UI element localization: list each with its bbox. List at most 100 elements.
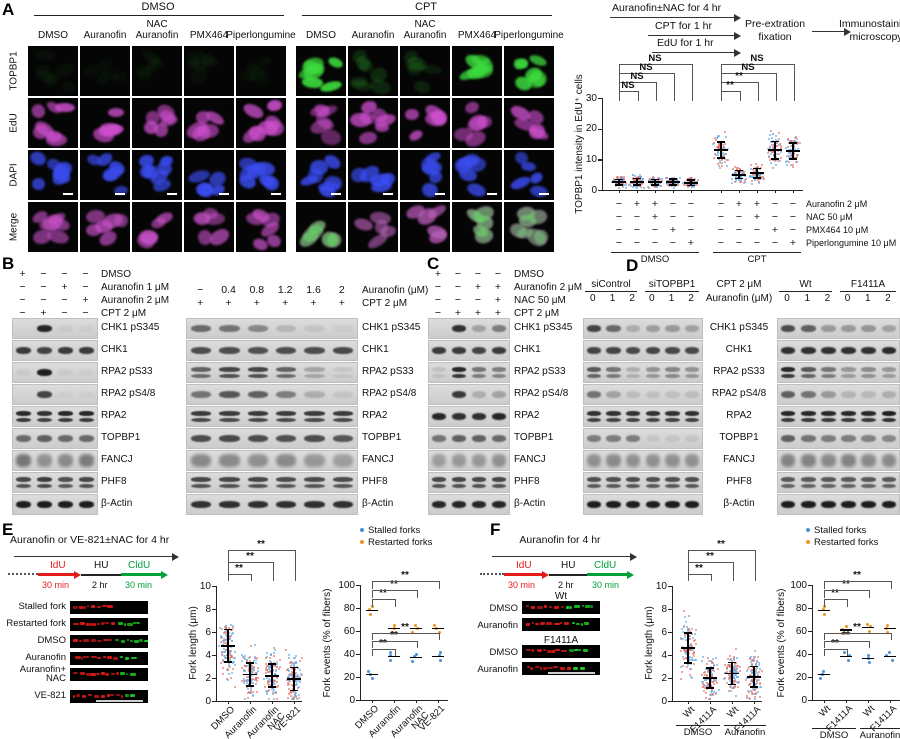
scatter-dot bbox=[703, 673, 706, 676]
blot-band bbox=[685, 347, 700, 354]
blot-protein-label: PHF8 bbox=[726, 476, 752, 487]
scatter-dot bbox=[691, 637, 694, 640]
blot-strip bbox=[186, 472, 358, 493]
blot-group-underline bbox=[585, 291, 637, 293]
error-cap-top bbox=[687, 179, 695, 181]
blot-protein-label: CHK1 bbox=[725, 344, 753, 355]
fiber-dash bbox=[110, 693, 115, 697]
scatter-dot bbox=[740, 178, 743, 181]
blot-protein-label: β-Actin bbox=[514, 498, 546, 509]
scatter-dot bbox=[723, 672, 726, 675]
blot-band bbox=[645, 501, 660, 508]
scatter-dot bbox=[758, 686, 761, 689]
micrograph-cell bbox=[132, 46, 182, 96]
blot-band bbox=[800, 367, 816, 372]
micrograph-cell bbox=[348, 98, 398, 148]
micrograph-cell bbox=[348, 202, 398, 252]
error-cap-top bbox=[706, 667, 714, 670]
scatter-dot bbox=[621, 185, 624, 188]
col-label: Auranofin bbox=[83, 30, 127, 41]
scatter-dot bbox=[297, 693, 300, 696]
fiber-image bbox=[522, 662, 600, 675]
blot-strip bbox=[777, 494, 900, 515]
nucleus bbox=[527, 52, 548, 68]
scatter-dot bbox=[272, 646, 275, 649]
y-tick-label: 80 bbox=[795, 602, 807, 614]
scatter-dot bbox=[268, 670, 271, 673]
sign-cell: − bbox=[789, 198, 797, 210]
scatter-dot bbox=[713, 691, 716, 694]
workflow-arrowhead4 bbox=[844, 28, 851, 36]
workflow-arrowhead2 bbox=[734, 32, 741, 40]
blot-strip bbox=[777, 340, 900, 361]
scatter-dot bbox=[734, 677, 737, 680]
blot-band bbox=[332, 501, 354, 508]
scatter-dot bbox=[708, 698, 711, 700]
blot-band bbox=[800, 391, 816, 398]
sign-cell: − bbox=[633, 224, 641, 236]
scatter-dot bbox=[246, 680, 249, 683]
scatter-dot bbox=[256, 670, 259, 673]
scatter-dot bbox=[772, 158, 775, 161]
nucleus bbox=[34, 48, 56, 62]
scatter-dot bbox=[769, 158, 772, 161]
scatter-dot bbox=[265, 667, 268, 670]
scatter-dot bbox=[735, 668, 738, 671]
scatter-dot bbox=[733, 180, 736, 183]
blot-band bbox=[247, 454, 269, 467]
blot-band bbox=[36, 501, 53, 508]
scatter-dot bbox=[694, 633, 697, 636]
micrograph-cell bbox=[28, 150, 78, 200]
scatter-dot bbox=[703, 678, 706, 681]
blot-strip bbox=[12, 318, 98, 339]
scatter-dot bbox=[688, 657, 691, 660]
panel-d-label: D bbox=[626, 256, 639, 275]
scatter-dot bbox=[738, 180, 741, 183]
nucleus bbox=[407, 128, 424, 144]
blot-band bbox=[606, 411, 621, 416]
scatter-dot bbox=[747, 667, 750, 670]
scatter-dot bbox=[240, 666, 243, 669]
sig-label: ** bbox=[695, 563, 703, 574]
fiber-dash bbox=[103, 638, 109, 642]
blot-band bbox=[451, 325, 467, 332]
scatter-dot bbox=[684, 651, 687, 654]
blot-band bbox=[626, 411, 641, 416]
nucleus bbox=[326, 55, 344, 71]
blot-band bbox=[304, 367, 325, 372]
scatter-dot bbox=[686, 665, 689, 668]
scatter-dot bbox=[748, 697, 751, 700]
scatter-dot bbox=[676, 183, 679, 186]
workflow-arrowhead3 bbox=[734, 49, 741, 57]
scatter-dot bbox=[796, 156, 799, 159]
fiber-image bbox=[70, 635, 148, 648]
blot-band bbox=[881, 477, 897, 482]
scatter-dot bbox=[714, 656, 717, 659]
blot-band bbox=[304, 347, 325, 354]
scatter-dot bbox=[295, 665, 298, 668]
blot-band bbox=[665, 454, 680, 467]
sign-cell: − bbox=[771, 198, 779, 210]
fiber-row-label: Auranofin+ NAC bbox=[19, 664, 66, 684]
scatter-dot bbox=[268, 666, 271, 669]
scatter-dot bbox=[753, 178, 756, 181]
blot-strip bbox=[12, 428, 98, 449]
summary-mean-line bbox=[432, 655, 444, 658]
scatter-dot bbox=[721, 152, 724, 155]
sign-cell: − bbox=[197, 284, 204, 296]
scatter-dot bbox=[683, 610, 686, 613]
scatter-dot bbox=[732, 676, 735, 679]
scatter-dot bbox=[634, 175, 637, 178]
scatter-dot bbox=[754, 174, 757, 177]
blot-band bbox=[685, 411, 700, 416]
nucleus bbox=[462, 99, 481, 116]
scatter-dot bbox=[793, 145, 796, 148]
scatter-dot bbox=[714, 136, 716, 139]
blot-band bbox=[606, 367, 621, 372]
x-tick bbox=[372, 700, 374, 703]
scatter-dot bbox=[631, 186, 634, 189]
scatter-dot bbox=[273, 665, 276, 668]
scatter-dot bbox=[702, 686, 705, 689]
blot-band bbox=[247, 483, 269, 488]
fiber-dash bbox=[91, 639, 97, 642]
